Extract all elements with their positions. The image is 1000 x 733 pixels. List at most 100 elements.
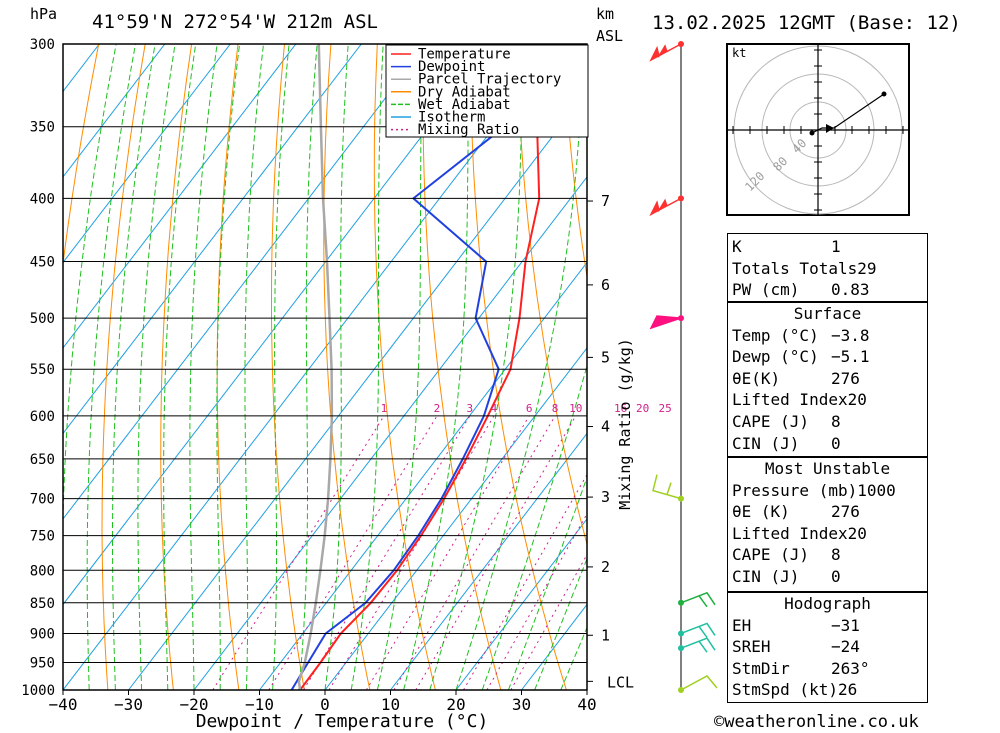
pressure-tick-label: 700 xyxy=(30,492,55,508)
wet-adiabat-line xyxy=(216,44,241,690)
pressure-tick-label: 550 xyxy=(30,362,55,378)
temp-tick-label: 30 xyxy=(512,695,531,714)
surface-label: CAPE (J) xyxy=(732,411,810,431)
dewpoint-profile-line xyxy=(290,44,507,690)
surface-value: 0 xyxy=(831,433,841,453)
surface-label: CIN (J) xyxy=(732,433,800,453)
legend-box xyxy=(385,44,589,138)
copyright-footer[interactable]: ©weatheronline.co.uk xyxy=(714,712,919,732)
legend-entry: Parcel Trajectory xyxy=(418,72,561,88)
dry-adiabat-line xyxy=(469,44,567,690)
wet-adiabat-line xyxy=(403,44,470,690)
legend-entry: Mixing Ratio xyxy=(418,122,519,138)
wet-adiabat-line xyxy=(63,44,117,690)
mixing-ratio-label: 20 xyxy=(636,402,649,415)
mixing-ratio-label: 3 xyxy=(466,402,473,415)
mixing-ratio-label: 8 xyxy=(552,402,559,415)
wet-adiabat-line xyxy=(324,44,349,690)
hodo-value: 263° xyxy=(831,658,870,678)
temp-tick-label: 10 xyxy=(381,695,400,714)
surface-row: CAPE (J) 8 xyxy=(728,411,927,433)
wind-barb xyxy=(649,197,682,217)
mixing-ratio-label: 16 xyxy=(614,402,627,415)
index-value: 1 xyxy=(831,237,841,256)
surface-value: 276 xyxy=(831,368,860,388)
hodograph-unit-label: kt xyxy=(732,46,746,60)
surface-label: Temp (°C) xyxy=(732,325,819,345)
km-tick-label: 4 xyxy=(601,418,610,436)
hodo-row: SREH −24 xyxy=(728,636,927,658)
isotherm-line xyxy=(455,518,587,690)
hodograph-table-panel: Hodograph EH −31 SREH −24 StmDir 263° StmSpd (… xyxy=(727,592,928,703)
km-tick-label: 1 xyxy=(601,626,610,644)
wet-adiabat-line xyxy=(112,44,156,690)
mixing-ratio-line xyxy=(415,415,577,690)
hodo-label: EH xyxy=(732,615,752,635)
isotherm-line xyxy=(63,44,166,178)
pressure-tick-label: 350 xyxy=(30,120,55,136)
wind-barb xyxy=(680,675,718,691)
pressure-tick-label: 800 xyxy=(30,563,55,579)
wind-barb xyxy=(680,591,716,608)
mixing-ratio-label: 25 xyxy=(658,402,671,415)
km-tick-label: 2 xyxy=(601,558,610,576)
km-label: km xyxy=(596,5,614,23)
index-row: PW (cm) 0.83 xyxy=(728,279,927,301)
wet-adiabat-line xyxy=(507,476,587,690)
legend-entry: Temperature xyxy=(418,47,511,63)
surface-title: Surface xyxy=(793,304,862,323)
isotherm-line xyxy=(63,44,362,435)
temp-tick-label: −20 xyxy=(180,695,209,714)
lcl-label: LCL xyxy=(607,673,634,691)
mixing-ratio-line xyxy=(463,473,587,690)
wet-adiabat-line xyxy=(272,44,290,690)
mu-label: CIN (J) xyxy=(732,566,800,586)
hodo-label: SREH xyxy=(732,637,771,657)
hodograph-point xyxy=(809,130,815,136)
mu-row: θE (K) 276 xyxy=(728,501,927,523)
mixing-ratio-label: 2 xyxy=(434,402,441,415)
wet-adiabat-line xyxy=(376,44,424,690)
dry-adiabat-line xyxy=(422,44,502,690)
index-label: Totals Totals xyxy=(732,258,858,278)
mixing-ratio-line xyxy=(393,415,556,690)
mu-value: 0 xyxy=(831,566,841,586)
km-tick-label: 6 xyxy=(601,276,610,294)
mixing-ratio-label: 6 xyxy=(526,402,533,415)
wind-barb xyxy=(680,622,716,638)
mu-value: 20 xyxy=(847,523,867,543)
km-tick-label: 5 xyxy=(601,348,610,366)
asl-label: ASL xyxy=(596,27,623,45)
storm-motion-arrow xyxy=(826,124,834,133)
mixing-ratio-label: 10 xyxy=(569,402,582,415)
hodo-value: −24 xyxy=(831,637,860,657)
pressure-unit-label: hPa xyxy=(30,5,57,23)
surface-value: −5.1 xyxy=(831,347,870,367)
mu-label: Pressure (mb) xyxy=(732,480,858,500)
hodograph-table-title: Hodograph xyxy=(784,594,871,613)
pressure-tick-label: 900 xyxy=(30,626,55,642)
wet-adiabat-line xyxy=(244,44,264,690)
dry-adiabat-line xyxy=(981,44,1000,690)
isotherm-line xyxy=(259,261,587,690)
surface-row: θE(K) 276 xyxy=(728,368,927,390)
parcel-trajectory-line xyxy=(297,44,334,690)
mu-row: Lifted Index 20 xyxy=(728,523,927,545)
mixing-ratio-line xyxy=(486,512,587,690)
temp-tick-label: 40 xyxy=(577,695,596,714)
mixing-ratio-line xyxy=(303,415,471,690)
legend-entry: Dry Adiabat xyxy=(418,84,511,100)
most-unstable-panel: Most Unstable Pressure (mb) 1000 θE (K) 276… xyxy=(727,457,928,592)
surface-row: Dewp (°C) −5.1 xyxy=(728,346,927,368)
isotherm-line xyxy=(63,44,297,349)
surface-value: −3.8 xyxy=(831,325,870,345)
pressure-tick-label: 600 xyxy=(30,409,55,425)
plot-frame xyxy=(62,43,588,691)
mu-row: CAPE (J) 8 xyxy=(728,544,927,566)
hodo-label: StmDir xyxy=(732,658,790,678)
mu-value: 1000 xyxy=(857,480,896,500)
hodograph-point xyxy=(881,91,887,97)
pressure-tick-label: 500 xyxy=(30,311,55,327)
wet-adiabat-line xyxy=(298,44,318,690)
